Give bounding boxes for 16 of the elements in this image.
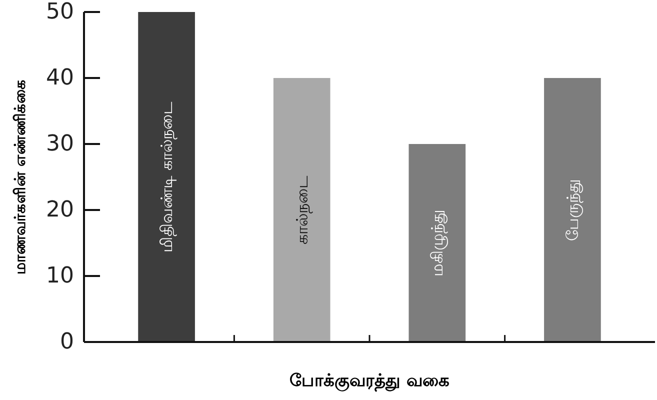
y-tick-label: 40 — [46, 66, 74, 90]
x-axis-title: போக்குவரத்து வகை — [290, 371, 450, 391]
y-tick-label: 50 — [46, 0, 74, 24]
y-tick-label: 0 — [60, 330, 74, 354]
x-tick-label: கால்நடை — [292, 176, 312, 244]
y-tick-label: 30 — [46, 132, 74, 156]
bar — [408, 144, 466, 342]
x-tick-label: பேருந்து — [562, 179, 583, 241]
bar — [138, 12, 195, 342]
x-tick-label: மகிழுந்து — [428, 210, 448, 276]
y-tick-label: 20 — [46, 198, 74, 222]
bar — [273, 78, 330, 342]
bar — [544, 78, 601, 342]
x-tick-label: மிதிவண்டி கால்நடை — [157, 101, 176, 253]
y-axis-title: மாணவர்களின் எண்ணிக்கை — [11, 79, 29, 275]
y-tick-label: 10 — [46, 264, 74, 288]
